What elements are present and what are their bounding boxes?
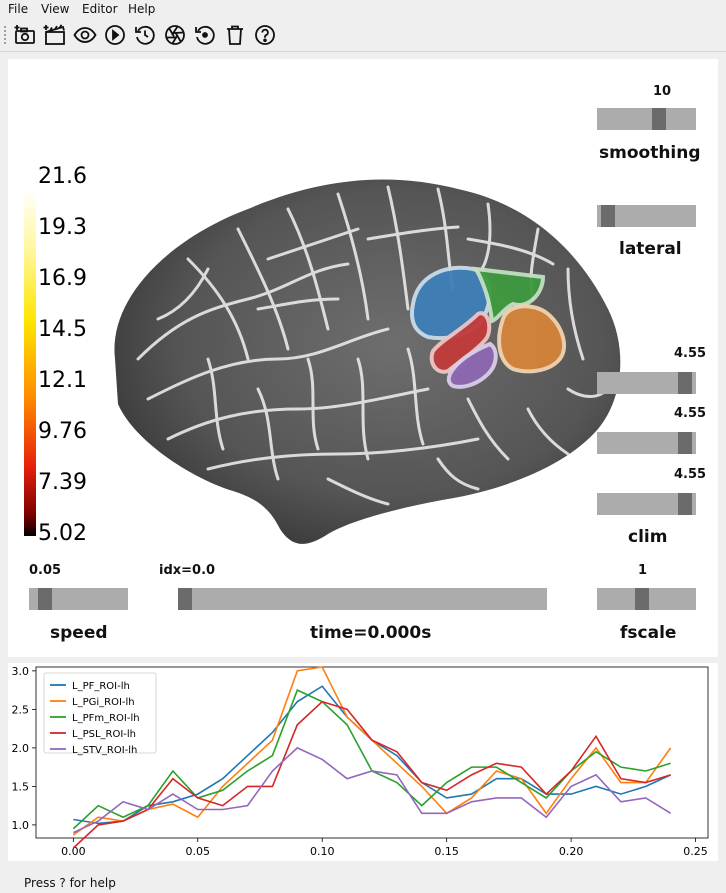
line-chart[interactable]: 0.00 0.05 0.10 0.15 0.20 0.25 1.0 1.5 2.0 2.5 3.0 L… bbox=[8, 663, 718, 861]
speed-value: 0.05 bbox=[29, 563, 62, 578]
time-label: time=0.000s bbox=[310, 623, 432, 643]
series-line bbox=[72, 700, 671, 849]
plot-frame bbox=[35, 666, 709, 839]
time-slider[interactable] bbox=[178, 588, 547, 610]
colorbar-tick: 5.02 bbox=[38, 521, 87, 546]
series-line bbox=[72, 746, 672, 834]
time-slider-handle[interactable] bbox=[178, 588, 192, 610]
time-course-plot[interactable]: 0.00 0.05 0.10 0.15 0.20 0.25 1.0 1.5 2.0 2.5 3.0 L… bbox=[8, 663, 718, 861]
smoothing-slider[interactable] bbox=[597, 108, 696, 130]
x-tick-label: 0.00 bbox=[61, 845, 86, 858]
clim-mid-slider-handle[interactable] bbox=[677, 432, 692, 454]
clim-max-slider-handle[interactable] bbox=[677, 372, 692, 394]
status-text: Press ? for help bbox=[24, 876, 116, 890]
colorbar bbox=[24, 189, 36, 536]
clim-mid-value: 4.55 bbox=[674, 406, 707, 421]
legend-label: L_STV_ROI-lh bbox=[72, 745, 137, 756]
fscale-slider-handle[interactable] bbox=[635, 588, 650, 610]
series-line bbox=[72, 689, 671, 830]
clim-min-value: 4.55 bbox=[674, 467, 707, 482]
fscale-value: 1 bbox=[638, 563, 648, 578]
fscale-label: fscale bbox=[620, 623, 677, 643]
roi-L-STV bbox=[446, 341, 498, 389]
y-tick-label: 3.0 bbox=[12, 665, 30, 678]
y-tick-label: 2.5 bbox=[12, 703, 30, 716]
lateral-slider[interactable] bbox=[597, 205, 696, 227]
movie-icon[interactable] bbox=[43, 23, 67, 47]
colorbar-tick: 21.6 bbox=[38, 164, 87, 189]
menu-file[interactable]: File bbox=[8, 2, 29, 16]
smoothing-label: smoothing bbox=[599, 143, 701, 163]
lateral-label: lateral bbox=[619, 239, 682, 259]
colorbar-tick: 16.9 bbox=[38, 266, 87, 291]
colorbar-tick: 7.39 bbox=[38, 470, 87, 495]
menu-help[interactable]: Help bbox=[128, 2, 156, 16]
y-tick-label: 1.0 bbox=[12, 819, 30, 832]
roi-L-PSL bbox=[429, 311, 492, 374]
legend-label: L_PFm_ROI-lh bbox=[72, 713, 140, 724]
toolbar bbox=[0, 19, 726, 52]
menu-view[interactable]: View bbox=[41, 2, 70, 16]
status-bar: Press ? for help bbox=[0, 870, 726, 893]
speed-slider[interactable] bbox=[29, 588, 128, 610]
eye-icon[interactable] bbox=[73, 23, 97, 47]
x-tick-label: 0.10 bbox=[310, 845, 335, 858]
roi-L-PFm bbox=[472, 266, 546, 324]
x-tick-label: 0.05 bbox=[186, 845, 211, 858]
menu-bar: File View Editor Help bbox=[0, 0, 726, 18]
toolbar-grip[interactable] bbox=[3, 25, 7, 45]
colorbar-tick: 14.5 bbox=[38, 317, 87, 342]
fscale-slider[interactable] bbox=[597, 588, 696, 610]
colorbar-tick: 12.1 bbox=[38, 368, 87, 393]
screenshot-icon[interactable] bbox=[13, 23, 37, 47]
clim-max-slider[interactable] bbox=[597, 372, 696, 394]
legend-label: L_PF_ROI-lh bbox=[72, 681, 130, 692]
x-tick-label: 0.25 bbox=[683, 845, 708, 858]
clim-min-slider[interactable] bbox=[597, 493, 696, 515]
restore-icon[interactable] bbox=[193, 23, 217, 47]
y-tick-label: 1.5 bbox=[12, 780, 30, 793]
help-icon[interactable] bbox=[253, 23, 277, 47]
clim-max-value: 4.55 bbox=[674, 346, 707, 361]
brain-viewer[interactable]: 21.6 19.3 16.9 14.5 12.1 9.76 7.39 5.02 … bbox=[8, 59, 718, 657]
x-tick-label: 0.20 bbox=[559, 845, 584, 858]
legend-label: L_PGi_ROI-lh bbox=[72, 697, 135, 708]
clim-label: clim bbox=[628, 527, 668, 547]
y-tick-label: 2.0 bbox=[12, 742, 30, 755]
camera-aperture-icon[interactable] bbox=[163, 23, 187, 47]
series-line bbox=[72, 666, 672, 836]
clim-min-slider-handle[interactable] bbox=[677, 493, 692, 515]
time-index-value: idx=0.0 bbox=[159, 563, 216, 578]
x-tick-label: 0.15 bbox=[434, 845, 459, 858]
legend-box bbox=[43, 672, 157, 754]
smoothing-slider-handle[interactable] bbox=[652, 108, 667, 130]
clim-mid-slider[interactable] bbox=[597, 432, 696, 454]
play-icon[interactable] bbox=[103, 23, 127, 47]
reset-time-icon[interactable] bbox=[133, 23, 157, 47]
roi-L-PGi bbox=[497, 304, 567, 374]
legend-label: L_PSL_ROI-lh bbox=[72, 729, 136, 740]
lateral-slider-handle[interactable] bbox=[601, 205, 616, 227]
colorbar-tick: 9.76 bbox=[38, 419, 87, 444]
brain-surface[interactable] bbox=[8, 59, 718, 657]
speed-label: speed bbox=[50, 623, 108, 643]
colorbar-tick: 19.3 bbox=[38, 215, 87, 240]
trash-icon[interactable] bbox=[223, 23, 247, 47]
menu-editor[interactable]: Editor bbox=[82, 2, 118, 16]
speed-slider-handle[interactable] bbox=[37, 588, 52, 610]
smoothing-value: 10 bbox=[653, 84, 672, 99]
series-line bbox=[73, 685, 672, 825]
